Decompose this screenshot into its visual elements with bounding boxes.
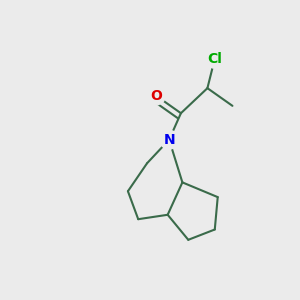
Text: O: O [150, 88, 162, 103]
Circle shape [206, 49, 224, 68]
Text: N: N [163, 133, 175, 147]
Text: Cl: Cl [207, 52, 222, 66]
Circle shape [146, 86, 165, 105]
Circle shape [160, 130, 178, 149]
